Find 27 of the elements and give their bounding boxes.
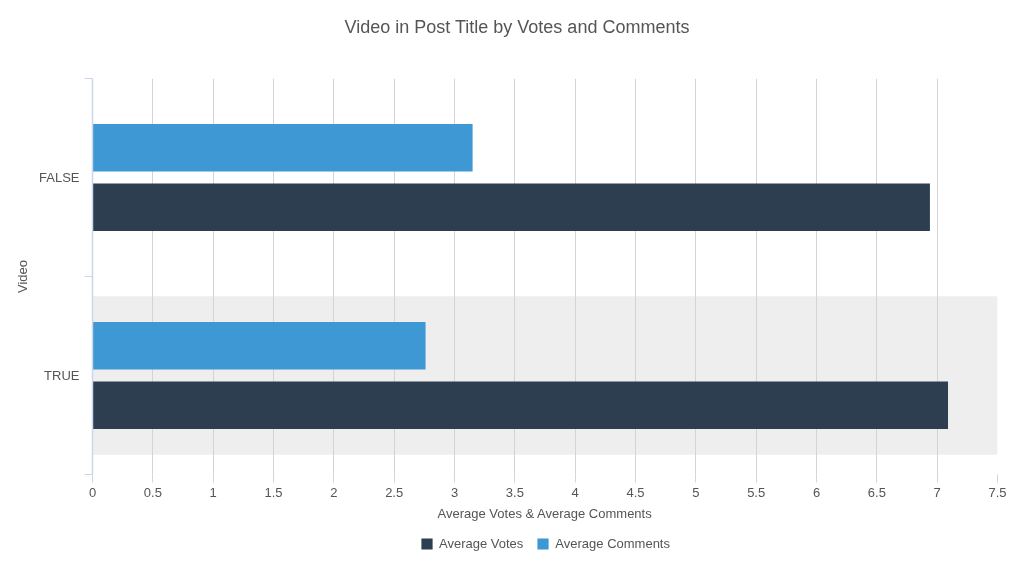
y-tick-label: FALSE <box>39 170 80 185</box>
x-tick-label: 2.5 <box>385 484 404 500</box>
legend-label: Average Votes <box>439 535 524 551</box>
x-tick-label: 2 <box>330 484 338 500</box>
bar <box>92 322 426 370</box>
x-tick-label: 1 <box>209 484 217 500</box>
chart-title: Video in Post Title by Votes and Comments <box>344 17 690 37</box>
x-tick-label: 5.5 <box>747 484 766 500</box>
x-tick-label: 6.5 <box>867 484 886 500</box>
x-tick-label: 7 <box>933 484 941 500</box>
y-tick-label: TRUE <box>44 368 80 383</box>
bar <box>92 381 949 429</box>
bar <box>92 183 930 231</box>
x-tick-label: 6 <box>812 484 821 500</box>
x-tick-label: 5 <box>692 484 700 500</box>
x-tick-label: 1.5 <box>264 484 283 500</box>
x-tick-label: 7.5 <box>988 484 1007 500</box>
x-tick-label: 0.5 <box>143 484 162 500</box>
x-tick-label: 4.5 <box>626 484 645 500</box>
y-axis-title: Video <box>15 259 31 294</box>
legend-label: Average Comments <box>555 535 670 551</box>
x-axis-title: Average Votes & Average Comments <box>437 505 653 521</box>
x-tick-label: 4 <box>571 484 579 500</box>
x-tick-label: 0 <box>88 484 97 500</box>
bar <box>92 124 473 172</box>
x-tick-label: 3.5 <box>505 484 524 500</box>
x-tick-label: 3 <box>450 484 459 500</box>
